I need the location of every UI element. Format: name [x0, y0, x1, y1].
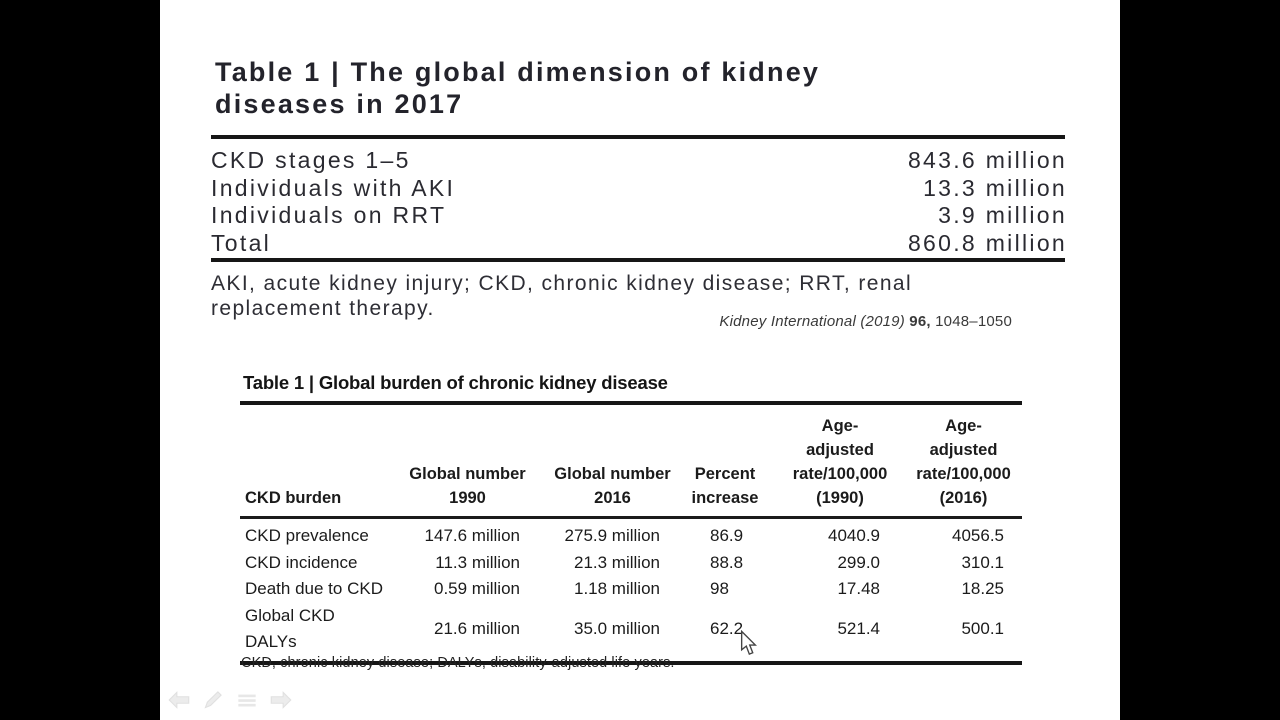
cell-burden: CKD incidence: [245, 552, 358, 572]
slide-area: Table 1 | The global dimension of kidney…: [160, 0, 1120, 720]
table-row: Individuals on RRT 3.9 million: [211, 202, 1067, 230]
table-row: Individuals with AKI 13.3 million: [211, 175, 1067, 203]
cell-burden: Global CKD DALYs: [245, 605, 335, 652]
journal-citation: Kidney International (2019) 96, 1048–105…: [719, 313, 1012, 330]
cell-rate-2016: 4056.5: [952, 526, 1004, 545]
cell-rate-1990: 299.0: [837, 552, 880, 572]
pen-icon[interactable]: [200, 687, 226, 713]
mouse-cursor: [740, 630, 757, 655]
cell-percent-increase: 88.8: [710, 552, 744, 572]
cell-rate-2016: 310.1: [961, 552, 1004, 572]
cell-global-1990: 21.6 million: [434, 618, 520, 638]
back-arrow-icon[interactable]: [166, 687, 192, 713]
cell-rate-2016: 500.1: [961, 618, 1004, 638]
top-table-title-line2: diseases in 2017: [215, 89, 464, 119]
top-table-title-line1: Table 1 | The global dimension of kidney: [215, 57, 821, 87]
row-label: Individuals on RRT: [211, 202, 447, 228]
table-row: CKD incidence 11.3 million 21.3 million …: [240, 550, 1022, 577]
row-label: CKD stages 1–5: [211, 147, 411, 173]
cell-rate-1990: 4040.9: [828, 526, 880, 545]
footnote-line2: replacement therapy.: [211, 296, 435, 320]
cell-burden: CKD prevalence: [245, 526, 369, 545]
menu-icon[interactable]: [234, 687, 260, 713]
cell-global-1990: 0.59 million: [434, 579, 520, 598]
col-header-global-2016: Global number 2016: [554, 465, 671, 507]
col-header-ckd-burden: CKD burden: [245, 489, 342, 507]
cell-global-2016: 35.0 million: [574, 618, 660, 638]
cell-rate-1990: 17.48: [837, 579, 880, 598]
top-table-head-rule: [211, 135, 1065, 139]
bottom-table-wrap: CKD burden Global number 1990 Global num…: [240, 401, 1022, 665]
cell-rate-2016: 18.25: [961, 579, 1004, 598]
top-table-footnote: AKI, acute kidney injury; CKD, chronic k…: [211, 272, 1073, 321]
row-value: 843.6 million: [907, 147, 1067, 173]
col-header-percent-increase: Percent increase: [691, 465, 759, 507]
col-header-global-1990: Global number 1990: [409, 465, 526, 507]
cell-percent-increase: 98: [710, 579, 729, 598]
row-value: 3.9 million: [938, 202, 1067, 228]
cell-global-1990: 147.6 million: [424, 526, 520, 545]
col-header-rate-2016: Age- adjusted rate/100,000 (2016): [916, 417, 1011, 507]
row-value: 13.3 million: [923, 174, 1067, 201]
table-row: Death due to CKD 0.59 million 1.18 milli…: [240, 576, 1022, 603]
table-row: CKD stages 1–5 843.6 million: [211, 147, 1067, 175]
top-table-title: Table 1 | The global dimension of kidney…: [215, 56, 1005, 120]
global-burden-table: CKD burden Global number 1990 Global num…: [240, 401, 1022, 665]
col-header-rate-1990: Age- adjusted rate/100,000 (1990): [792, 417, 888, 507]
annotation-toolbar: [166, 687, 294, 713]
row-label: Individuals with AKI: [211, 174, 456, 201]
cell-global-2016: 1.18 million: [574, 579, 660, 598]
citation-volume: 96,: [909, 313, 931, 330]
top-table-bottom-rule: [211, 258, 1065, 262]
cell-global-1990: 11.3 million: [435, 552, 520, 572]
row-value: 860.8 million: [907, 229, 1067, 256]
table-row: Total 860.8 million: [211, 230, 1067, 258]
citation-pages: 1048–1050: [930, 313, 1012, 330]
cell-percent-increase: 86.9: [710, 526, 744, 545]
header-row: CKD burden Global number 1990 Global num…: [240, 403, 1022, 518]
footnote-line1: AKI, acute kidney injury; CKD, chronic k…: [211, 272, 913, 295]
table-row: Global CKD DALYs 21.6 million 35.0 milli…: [240, 603, 1022, 663]
cell-global-2016: 21.3 million: [574, 552, 660, 572]
row-label: Total: [211, 229, 272, 256]
forward-arrow-icon[interactable]: [268, 687, 294, 713]
cell-percent-increase: 62.2: [710, 618, 744, 638]
cell-burden: Death due to CKD: [245, 579, 383, 598]
table-row: CKD prevalence 147.6 million 275.9 milli…: [240, 518, 1022, 550]
citation-source: Kidney International (2019): [719, 313, 910, 330]
top-table-body: CKD stages 1–5 843.6 million Individuals…: [211, 147, 1067, 257]
cell-rate-1990: 521.4: [837, 618, 880, 638]
bottom-table-footnote: CKD, chronic kidney disease; DALYs, disa…: [241, 655, 675, 671]
cell-global-2016: 275.9 million: [564, 526, 660, 545]
bottom-table-title: Table 1 | Global burden of chronic kidne…: [243, 372, 668, 393]
